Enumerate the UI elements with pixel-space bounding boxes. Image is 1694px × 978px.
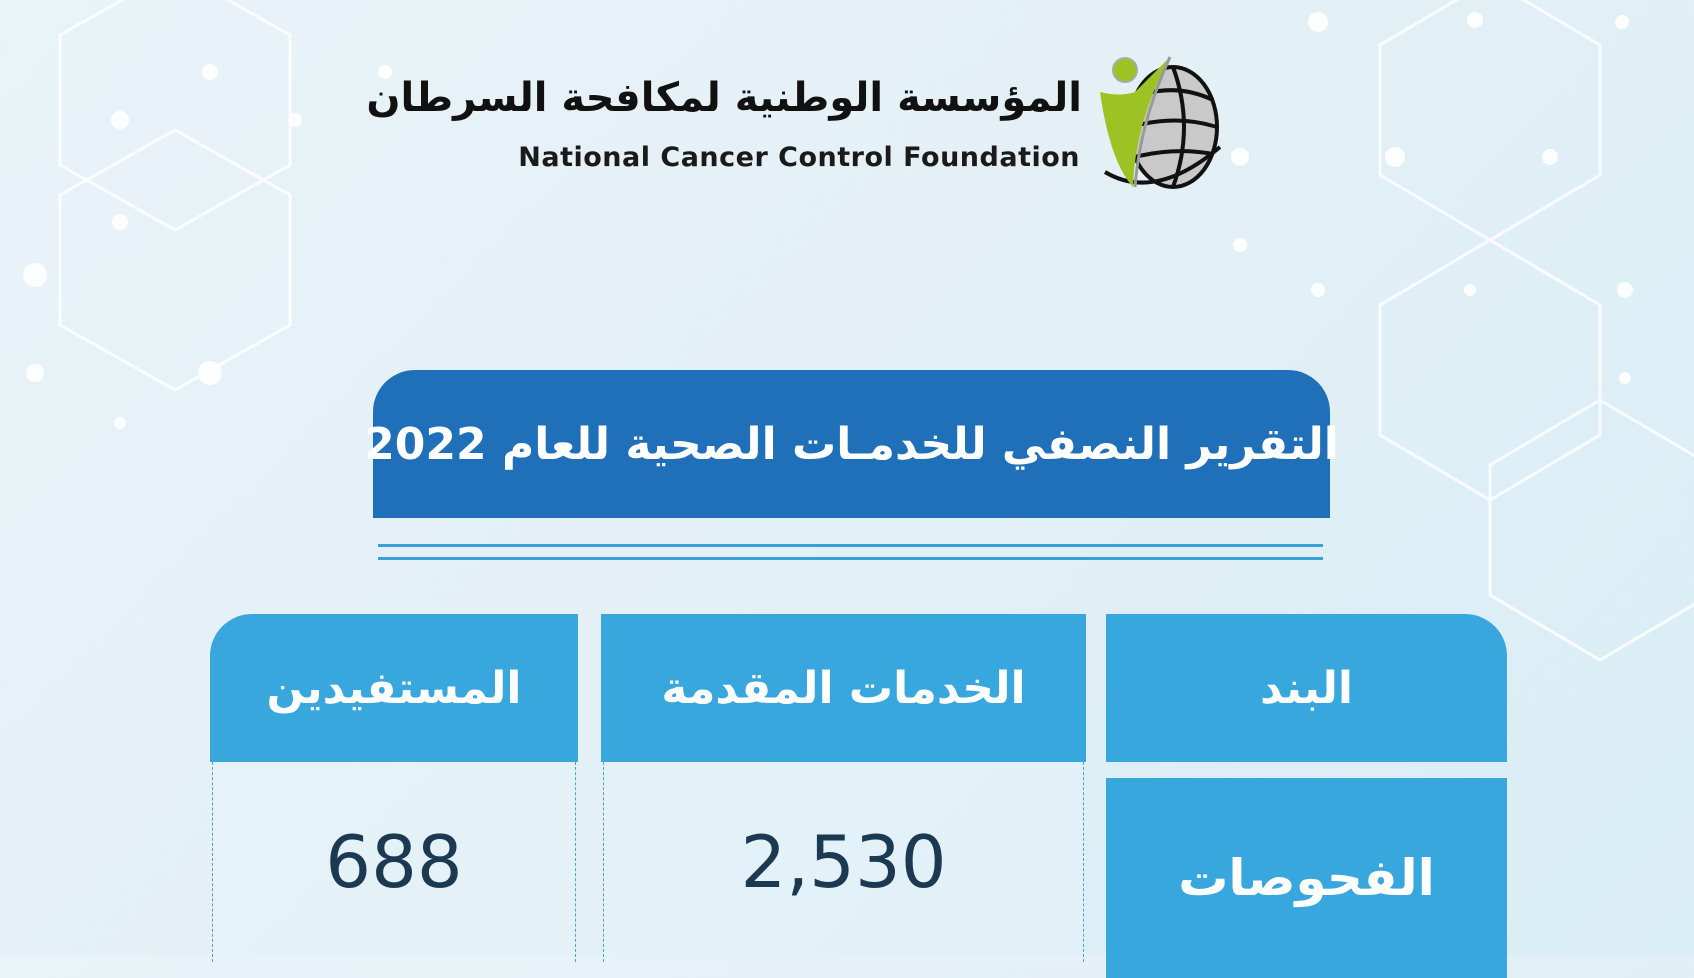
column-header-beneficiaries: المستفيدين <box>210 614 578 762</box>
column-header-item: البند <box>1106 614 1507 762</box>
report-title-banner: التقرير النصفي للخدمـات الصحية للعام 202… <box>364 370 1339 518</box>
column-header-label: المستفيدين <box>266 662 522 714</box>
report-title: التقرير النصفي للخدمـات الصحية للعام 202… <box>364 418 1339 470</box>
table-row-services-cell: 2,530 <box>603 762 1084 962</box>
divider-line <box>378 557 1323 560</box>
org-name-arabic: المؤسسة الوطنية لمكافحة السرطان <box>366 75 1082 121</box>
globe-person-logo-icon <box>1100 56 1222 189</box>
column-header-label: الخدمات المقدمة <box>661 662 1026 714</box>
column-header-services: الخدمات المقدمة <box>601 614 1086 762</box>
table-row-beneficiaries-cell: 688 <box>212 762 576 962</box>
services-value: 2,530 <box>740 820 947 904</box>
row-item-label: الفحوصات <box>1178 849 1435 907</box>
divider-line <box>378 544 1323 547</box>
org-name-english: National Cancer Control Foundation <box>518 142 1080 173</box>
table-row-item-cell: الفحوصات <box>1106 778 1507 978</box>
column-header-label: البند <box>1260 662 1353 714</box>
hexagon-background <box>0 0 1694 955</box>
beneficiaries-value: 688 <box>325 820 463 904</box>
